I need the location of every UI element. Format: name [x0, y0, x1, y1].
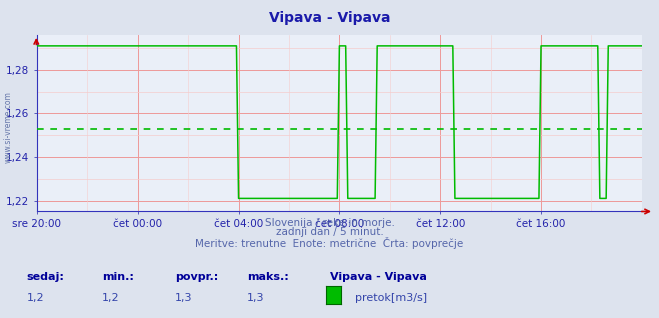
Text: 1,2: 1,2 [102, 293, 120, 302]
Text: min.:: min.: [102, 272, 134, 282]
Text: 1,2: 1,2 [26, 293, 44, 302]
Text: 1,3: 1,3 [247, 293, 265, 302]
Text: sedaj:: sedaj: [26, 272, 64, 282]
Text: Meritve: trenutne  Enote: metrične  Črta: povprečje: Meritve: trenutne Enote: metrične Črta: … [195, 237, 464, 249]
Text: www.si-vreme.com: www.si-vreme.com [3, 91, 13, 163]
Text: maks.:: maks.: [247, 272, 289, 282]
Text: povpr.:: povpr.: [175, 272, 218, 282]
Text: 1,3: 1,3 [175, 293, 192, 302]
Text: Vipava - Vipava: Vipava - Vipava [330, 272, 426, 282]
Text: Vipava - Vipava: Vipava - Vipava [269, 11, 390, 25]
Text: Slovenija / reke in morje.: Slovenija / reke in morje. [264, 218, 395, 228]
Text: pretok[m3/s]: pretok[m3/s] [355, 293, 426, 302]
Text: zadnji dan / 5 minut.: zadnji dan / 5 minut. [275, 227, 384, 237]
